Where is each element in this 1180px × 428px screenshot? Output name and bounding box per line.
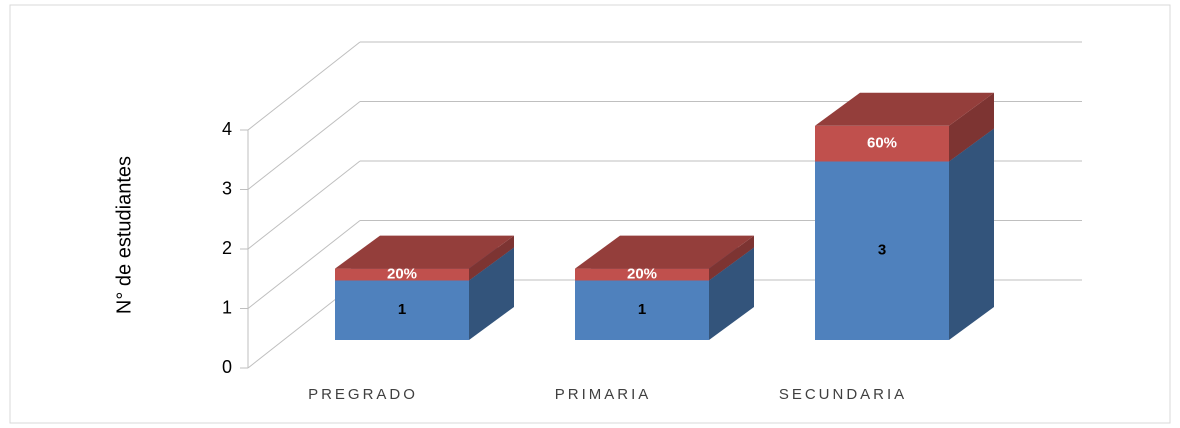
data-label: 20% (387, 266, 417, 283)
grid-line (247, 41, 361, 131)
data-label: 20% (627, 266, 657, 283)
bar-top (335, 235, 514, 269)
bar-side (469, 235, 514, 281)
y-tick-label: 4 (222, 119, 232, 139)
y-tick-label: 3 (222, 178, 232, 198)
bar-side (709, 235, 754, 281)
bar-side (469, 247, 514, 340)
bar-front (335, 280, 469, 340)
y-tick-label: 0 (222, 357, 232, 377)
bar-front (815, 125, 949, 162)
bar-front (575, 268, 709, 281)
bar-side (949, 92, 994, 162)
y-tick-label: 2 (222, 238, 232, 258)
grid-line (247, 220, 361, 309)
grid-line (247, 160, 361, 250)
bar-top (575, 235, 754, 269)
bar-front (575, 280, 709, 340)
x-tick-label: SECUNDARIA (779, 386, 907, 403)
bar-front (335, 268, 469, 281)
y-tick-label: 1 (222, 297, 232, 317)
x-tick-label: PRIMARIA (555, 386, 652, 403)
x-tick-label: PREGRADO (308, 386, 418, 403)
bar-front (815, 161, 949, 340)
bar-side (949, 128, 994, 340)
data-label: 1 (398, 301, 406, 318)
data-label: 1 (638, 301, 646, 318)
bar-side (709, 247, 754, 340)
grid-line (247, 101, 361, 190)
chart-border (9, 4, 1171, 424)
data-label: 60% (867, 135, 897, 152)
bar-top (815, 92, 994, 126)
y-axis-label: N° de estudiantes (113, 156, 135, 314)
data-label: 3 (878, 242, 886, 259)
